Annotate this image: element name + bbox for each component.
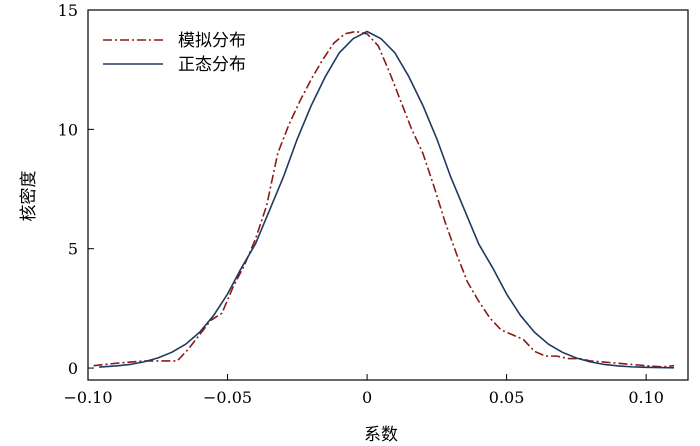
x-tick-label: −0.05: [203, 388, 252, 407]
x-tick-label: 0.05: [489, 388, 525, 407]
x-tick-label: 0.10: [628, 388, 664, 407]
y-tick-label: 10: [58, 120, 78, 139]
series-line-simulated: [93, 30, 675, 368]
legend: 模拟分布 正态分布: [103, 31, 246, 75]
y-tick-label: 5: [68, 240, 78, 259]
plot-area-frame: [87, 9, 689, 381]
y-axis-title: 核密度: [19, 171, 39, 222]
x-axis-ticks: −0.10 −0.05 0 0.05 0.10: [63, 374, 664, 407]
x-axis-title: 系数: [364, 425, 398, 445]
y-axis-ticks: 0 5 10 15: [58, 1, 94, 378]
legend-label-simulated: 模拟分布: [178, 31, 246, 51]
x-tick-label: −0.10: [63, 388, 112, 407]
y-tick-label: 0: [68, 359, 78, 378]
series-line-normal: [99, 30, 675, 369]
x-tick-label: 0: [362, 388, 372, 407]
y-tick-label: 15: [58, 1, 78, 20]
series-lines: [93, 30, 675, 369]
legend-label-normal: 正态分布: [178, 55, 246, 75]
